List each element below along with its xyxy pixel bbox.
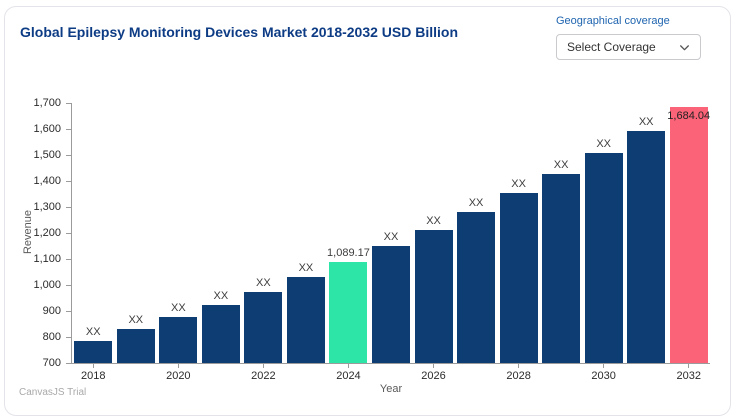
x-axis-tick: [688, 363, 690, 368]
bar-2024[interactable]: [329, 261, 368, 363]
bar-2028[interactable]: [499, 193, 538, 363]
x-axis-tick-label: 2018: [81, 370, 106, 382]
x-axis-tick: [518, 363, 520, 368]
x-axis-tick: [262, 363, 264, 368]
y-axis-tick: [66, 128, 72, 130]
bar-2021[interactable]: [201, 304, 240, 363]
y-axis-tick: [66, 232, 72, 234]
bar-value-label-2026: XX: [426, 214, 441, 227]
x-axis-tick: [177, 363, 179, 368]
bar-value-label-2025: XX: [383, 231, 399, 243]
y-axis-tick: [66, 362, 72, 364]
x-axis-tick-label: 2024: [336, 370, 361, 382]
y-axis-title: Revenue: [22, 209, 34, 255]
bar-2020[interactable]: [159, 316, 198, 363]
bar-2027[interactable]: [457, 212, 496, 363]
bar-value-label-2030: XX: [596, 137, 611, 150]
bar-2023[interactable]: [286, 277, 325, 363]
x-axis-tick-label: 2030: [591, 370, 616, 382]
x-axis-line: [71, 363, 710, 364]
y-axis-tick-label: 1,200: [33, 226, 61, 239]
x-axis-tick: [603, 363, 605, 368]
bar-value-label-2031: XX: [638, 116, 654, 129]
y-axis-line: [71, 103, 72, 363]
bar-value-label-2018: XX: [85, 325, 101, 338]
x-axis-tick: [92, 363, 94, 368]
bar-chart: 1,700 1,600 1,500 1,400 1,300 1,200 1,100 1,000…: [33, 96, 711, 383]
coverage-select[interactable]: Select Coverage: [556, 34, 701, 60]
bar-2019[interactable]: [116, 328, 155, 363]
bar-value-label-2020: XX: [170, 301, 186, 314]
y-axis-tick-label: 1,500: [33, 148, 61, 161]
watermark: CanvasJS Trial: [19, 387, 87, 398]
y-axis-tick: [66, 284, 72, 286]
y-axis-tick-label: 900: [42, 304, 61, 317]
bar-2026[interactable]: [414, 229, 453, 363]
y-axis-tick-label: 1,700: [33, 96, 61, 109]
bar-2030[interactable]: [584, 152, 623, 363]
y-axis-tick-label: 1,000: [33, 278, 61, 291]
x-axis-tick-label: 2028: [506, 370, 531, 382]
bar-2029[interactable]: [542, 173, 581, 363]
bar-2032[interactable]: [669, 107, 708, 363]
bar-value-label-2022: XX: [256, 276, 271, 289]
x-axis-tick-label: 2022: [251, 370, 276, 382]
x-axis-tick: [433, 363, 435, 368]
y-axis-tick-label: 700: [42, 356, 61, 369]
bar-value-label-2019: XX: [128, 313, 144, 326]
x-axis-tick-label: 2032: [676, 370, 701, 382]
bar-2018[interactable]: [74, 340, 113, 363]
y-axis-tick-label: 1,100: [33, 252, 61, 265]
bar-value-label-2021: XX: [213, 289, 229, 302]
bar-value-label-2028: XX: [511, 178, 526, 191]
coverage-label: Geographical coverage: [556, 15, 670, 27]
y-axis-tick: [66, 310, 72, 312]
coverage-select-value: Select Coverage: [567, 40, 656, 54]
bar-2025[interactable]: [372, 246, 410, 363]
bar-value-label-2024: 1,089.17: [327, 246, 370, 259]
y-axis-tick: [66, 102, 72, 104]
x-axis-tick-label: 2026: [421, 370, 446, 382]
y-axis-tick: [66, 336, 72, 338]
page-title: Global Epilepsy Monitoring Devices Marke…: [20, 24, 459, 40]
y-axis-tick-label: 800: [42, 330, 61, 343]
y-axis-tick: [66, 180, 72, 182]
y-axis-tick: [66, 154, 72, 156]
bar-value-label-2029: XX: [553, 158, 569, 171]
bar-value-label-2023: XX: [298, 262, 314, 275]
y-axis-tick-label: 1,600: [33, 122, 61, 135]
x-axis-tick: [347, 363, 349, 368]
chevron-down-icon: [680, 44, 689, 50]
bar-2031[interactable]: [627, 131, 666, 363]
x-axis-title: Year: [379, 383, 403, 395]
y-axis-tick: [66, 258, 72, 260]
y-axis-tick-label: 1,400: [33, 174, 61, 187]
x-axis-tick-label: 2020: [166, 370, 191, 382]
bar-value-label-2027: XX: [468, 197, 484, 210]
bar-2022[interactable]: [244, 291, 283, 363]
y-axis-tick: [66, 206, 72, 208]
bar-value-label-2032: 1,684.04: [667, 110, 711, 123]
y-axis-tick-label: 1,300: [33, 200, 61, 213]
